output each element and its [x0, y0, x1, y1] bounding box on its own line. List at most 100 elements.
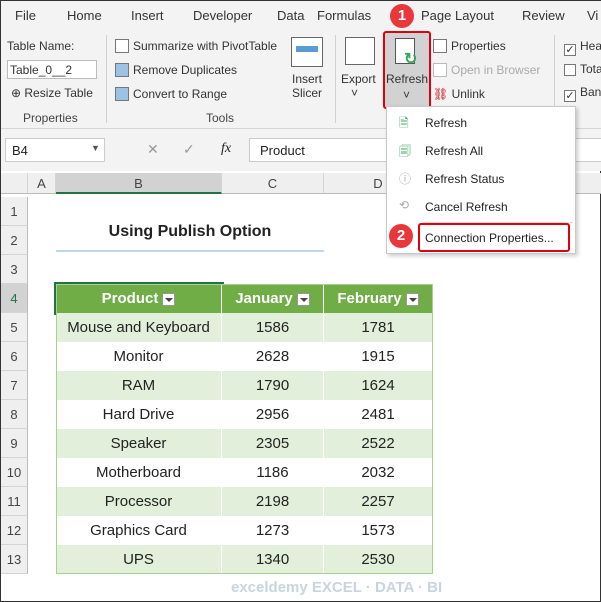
chevron-down-icon: ˅ — [403, 88, 411, 102]
tab-home[interactable]: Home — [67, 8, 102, 23]
table-header-cell[interactable]: January — [222, 284, 324, 313]
name-box[interactable]: B4 — [5, 138, 105, 162]
row-header[interactable]: 5 — [1, 313, 28, 342]
export-button[interactable]: Export ˅ — [341, 72, 376, 100]
tab-data[interactable]: Data — [277, 8, 305, 23]
row-header[interactable]: 8 — [1, 400, 28, 429]
highlight-connection-properties — [418, 223, 570, 252]
table-cell[interactable]: Speaker — [56, 429, 222, 458]
properties-button[interactable]: Properties — [433, 39, 506, 53]
table-cell[interactable]: 2032 — [324, 458, 433, 487]
tab-page-layout[interactable]: Page Layout — [421, 8, 495, 23]
divider — [554, 35, 555, 123]
row-header[interactable]: 3 — [1, 255, 28, 284]
convert-icon — [115, 87, 129, 101]
column-header-c[interactable]: C — [222, 173, 324, 194]
table-cell[interactable]: 2305 — [222, 429, 324, 458]
table-cell[interactable]: 1273 — [222, 516, 324, 545]
tab-file[interactable]: File — [15, 8, 36, 23]
header-row-checkbox[interactable]: ✓ Hea — [564, 39, 601, 56]
table-header-cell[interactable]: Product — [54, 282, 224, 315]
tab-view[interactable]: Vi — [587, 8, 599, 23]
table-cell[interactable]: 2530 — [324, 545, 433, 574]
resize-table-button[interactable]: ⊕ Resize Table — [11, 86, 93, 100]
row-header[interactable]: 6 — [1, 342, 28, 371]
table-header-cell[interactable]: February — [324, 284, 433, 313]
name-box-dropdown-icon[interactable]: ▼ — [91, 143, 100, 153]
column-header-b[interactable]: B — [56, 173, 222, 194]
row-header[interactable]: 12 — [1, 516, 28, 545]
unlink-button[interactable]: ⛓ Unlink — [433, 87, 485, 101]
step-badge-1: 1 — [390, 4, 414, 28]
table-cell[interactable]: RAM — [56, 371, 222, 400]
table-cell[interactable]: 1915 — [324, 342, 433, 371]
row-header[interactable]: 11 — [1, 487, 28, 516]
row-header[interactable]: 13 — [1, 545, 28, 574]
tab-review[interactable]: Review — [522, 8, 565, 23]
filter-dropdown-icon[interactable] — [405, 293, 419, 306]
table-cell[interactable]: 2257 — [324, 487, 433, 516]
watermark-logo: exceldemy EXCEL · DATA · BI — [231, 579, 443, 596]
row-header[interactable]: 10 — [1, 458, 28, 487]
table-cell[interactable]: Hard Drive — [56, 400, 222, 429]
table-cell[interactable]: 1340 — [222, 545, 324, 574]
table-cell[interactable]: 2956 — [222, 400, 324, 429]
filter-dropdown-icon[interactable] — [162, 293, 176, 306]
refresh-dropdown-menu: 🗎 Refresh 🗐 Refresh All ⓘ Refresh Status… — [386, 106, 576, 254]
divider — [335, 35, 336, 123]
open-in-browser-button: Open in Browser — [433, 63, 540, 77]
table-cell[interactable]: Processor — [56, 487, 222, 516]
select-all[interactable] — [1, 173, 28, 194]
row-header[interactable]: 4 — [1, 284, 28, 313]
table-cell[interactable]: 1573 — [324, 516, 433, 545]
convert-to-range-button[interactable]: Convert to Range — [115, 87, 227, 101]
row-header[interactable]: 7 — [1, 371, 28, 400]
enter-icon[interactable]: ✓ — [183, 141, 195, 157]
menu-item-refresh[interactable]: Refresh — [425, 116, 468, 130]
remove-duplicates-button[interactable]: Remove Duplicates — [115, 63, 237, 77]
title-underline — [56, 250, 324, 252]
table-cell[interactable]: 1781 — [324, 313, 433, 342]
table-cell[interactable]: Monitor — [56, 342, 222, 371]
pivot-icon — [115, 39, 129, 53]
menu-item-connection-properties[interactable]: Connection Properties... — [425, 231, 554, 245]
table-cell[interactable]: 1586 — [222, 313, 324, 342]
table-cell[interactable]: 1624 — [324, 371, 433, 400]
table-cell[interactable]: 2198 — [222, 487, 324, 516]
table-cell[interactable]: 2628 — [222, 342, 324, 371]
step-badge-2: 2 — [389, 224, 413, 248]
table-cell[interactable]: Graphics Card — [56, 516, 222, 545]
column-header-a[interactable]: A — [28, 173, 56, 194]
table-cell[interactable]: 1186 — [222, 458, 324, 487]
table-cell[interactable]: 2481 — [324, 400, 433, 429]
row-header[interactable]: 9 — [1, 429, 28, 458]
resize-icon: ⊕ — [11, 86, 25, 100]
table-cell[interactable]: 1790 — [222, 371, 324, 400]
properties-icon — [433, 39, 447, 53]
tab-insert[interactable]: Insert — [131, 8, 164, 23]
table-cell[interactable]: Mouse and Keyboard — [56, 313, 222, 342]
summarize-pivottable-button[interactable]: Summarize with PivotTable — [115, 39, 277, 53]
export-icon — [345, 37, 375, 65]
menu-item-refresh-status: Refresh Status — [425, 172, 505, 186]
tools-group-label: Tools — [206, 111, 235, 125]
refresh-button[interactable]: ↻ Refresh ˅ — [385, 33, 429, 107]
total-row-checkbox[interactable]: Tota — [564, 62, 601, 76]
row-header[interactable]: 2 — [1, 226, 28, 255]
insert-slicer-button[interactable]: Insert Slicer — [292, 72, 323, 100]
fx-icon[interactable]: fx — [221, 141, 232, 156]
tab-developer[interactable]: Developer — [193, 8, 253, 23]
ribbon: Table Name: Table_0__2 ⊕ Resize Table Pr… — [1, 29, 601, 129]
row-header[interactable]: 1 — [1, 197, 28, 226]
tab-formulas[interactable]: Formulas — [317, 8, 372, 23]
table-cell[interactable]: Motherboard — [56, 458, 222, 487]
table-name-input[interactable]: Table_0__2 — [7, 60, 97, 79]
table-name-label: Table Name: — [7, 39, 75, 53]
menu-item-refresh-all[interactable]: Refresh All — [425, 144, 484, 158]
filter-dropdown-icon[interactable] — [296, 293, 310, 306]
table-cell[interactable]: 2522 — [324, 429, 433, 458]
cancel-icon[interactable]: ✕ — [147, 141, 159, 157]
banded-rows-checkbox[interactable]: ✓ Ban — [564, 85, 601, 102]
table-cell[interactable]: UPS — [56, 545, 222, 574]
sheet-title: Using Publish Option — [108, 223, 272, 240]
